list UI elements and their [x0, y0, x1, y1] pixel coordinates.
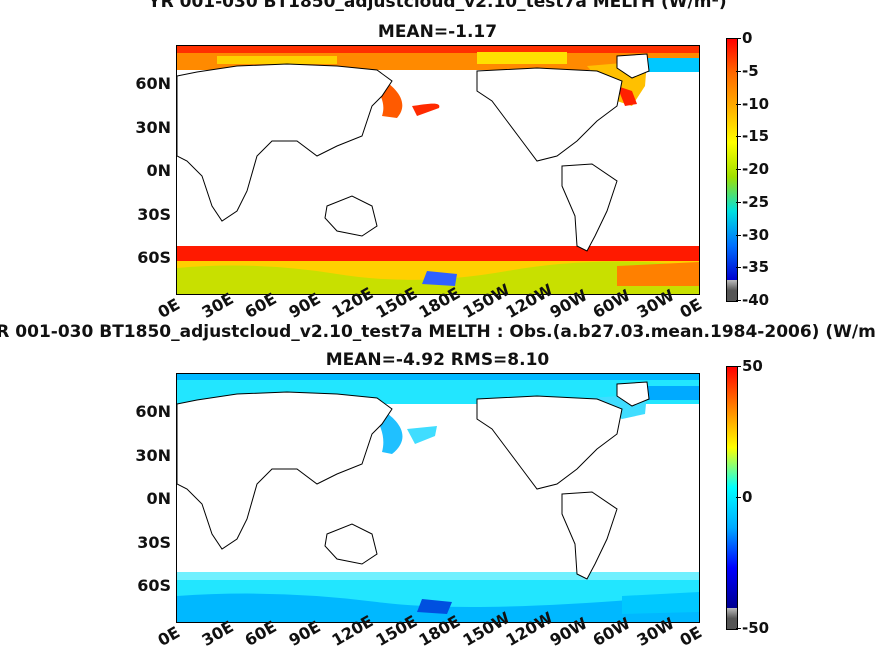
panel1-map [176, 45, 700, 295]
panel1-lon-label: 0E [676, 294, 706, 322]
panel2-lat-label: 30S [137, 533, 171, 552]
panel1-lat-label: 60N [135, 74, 171, 93]
panel1-title: YR 001-030 BT1850_adjustcloud_v2.10_test… [148, 0, 727, 12]
panel1-colorbar-tick: -15 [742, 127, 770, 146]
panel2-subtitle: MEAN=-4.92 RMS=8.10 [325, 350, 550, 370]
panel1-colorbar-tick: -40 [742, 291, 770, 309]
panel1-colorbar-tick-mark [736, 103, 741, 105]
panel1-colorbar-tick-mark [736, 234, 741, 236]
panel2-lat-label: 60N [135, 402, 171, 421]
panel1-colorbar-tick: -30 [742, 225, 770, 244]
panel2-lon-label: 0E [154, 622, 184, 650]
panel1-colorbar-tick-mark [736, 300, 741, 301]
panel1-colorbar-tick: -5 [742, 61, 759, 80]
panel1-colorbar-tick: -35 [742, 258, 770, 277]
panel2-colorbar-tick: 50 [742, 357, 763, 375]
panel2-lon-label: 0E [676, 622, 706, 650]
panel2-lat-label: 60S [137, 576, 171, 595]
panel2-colorbar-tick: -50 [742, 619, 770, 637]
panel1-colorbar-tick: 0 [742, 29, 753, 47]
panel1-colorbar-tick: -20 [742, 160, 770, 178]
panel2-map [176, 373, 700, 623]
panel1-colorbar-tick-mark [736, 70, 741, 72]
panel2-title: YR 001-030 BT1850_adjustcloud_v2.10_test… [0, 322, 875, 342]
panel1-colorbar-tick-mark [736, 38, 741, 39]
panel1-colorbar-tick: -10 [742, 94, 770, 113]
panel1-subtitle: MEAN=-1.17 [377, 22, 498, 42]
panel1-lon-label: 0E [154, 294, 184, 322]
panel1-lat-label: 0N [146, 161, 171, 180]
panel1-colorbar-tick-mark [736, 201, 741, 203]
panel1-lat-label: 30N [135, 118, 171, 137]
panel1-lat-label: 30S [137, 205, 171, 224]
panel1-colorbar-tick: -25 [742, 192, 770, 211]
panel2-colorbar-tick-mark [736, 628, 741, 629]
panel2-lat-label: 0N [146, 489, 171, 508]
panel1-colorbar-tick-mark [736, 136, 741, 138]
panel1-lat-label: 60S [137, 248, 171, 267]
panel1-colorbar-tick-mark [736, 169, 741, 170]
panel2-colorbar-tick-mark [736, 366, 741, 367]
panel1-colorbar-tick-mark [736, 267, 741, 269]
panel1-colorbar [726, 38, 738, 302]
panel2-lat-label: 30N [135, 446, 171, 465]
panel2-colorbar [726, 366, 738, 630]
panel2-colorbar-tick: 0 [742, 488, 753, 506]
panel2-colorbar-tick-mark [736, 497, 741, 498]
